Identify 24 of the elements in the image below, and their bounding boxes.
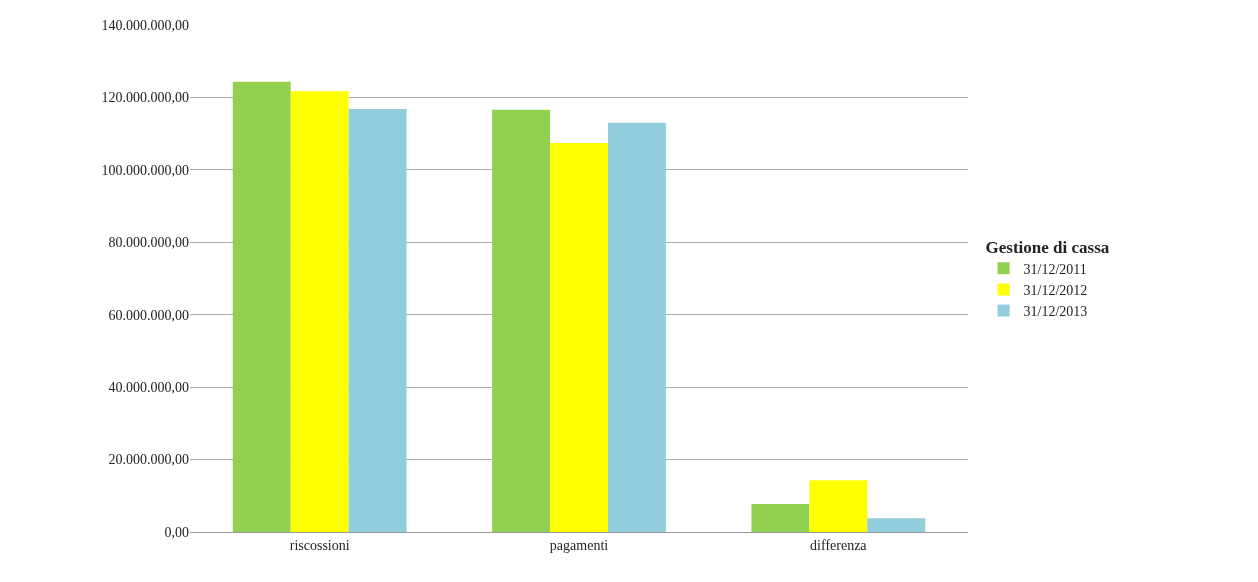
legend-title: Gestione di cassa bbox=[985, 237, 1110, 257]
bar bbox=[550, 143, 608, 532]
legend-label: 31/12/2012 bbox=[1023, 282, 1088, 298]
bar bbox=[607, 122, 666, 532]
x-tick-label: differenza bbox=[810, 537, 868, 553]
bar bbox=[492, 109, 551, 532]
bar bbox=[751, 504, 810, 532]
y-tick-label: 140.000.000,00 bbox=[101, 17, 189, 33]
y-tick-label: 100.000.000,00 bbox=[101, 162, 189, 178]
y-tick-label: 80.000.000,00 bbox=[108, 235, 189, 251]
bar bbox=[348, 109, 407, 532]
y-tick-label: 20.000.000,00 bbox=[108, 452, 189, 468]
y-tick-label: 120.000.000,00 bbox=[101, 90, 189, 106]
x-tick-label: pagamenti bbox=[549, 537, 609, 553]
y-tick-label: 40.000.000,00 bbox=[108, 380, 189, 396]
bar bbox=[867, 518, 926, 532]
bar bbox=[809, 480, 868, 532]
bar bbox=[290, 91, 349, 532]
x-tick-label: riscossioni bbox=[289, 537, 350, 553]
y-tick-label: 60.000.000,00 bbox=[108, 307, 189, 323]
y-tick-label: 0,00 bbox=[164, 524, 189, 540]
bar bbox=[232, 81, 291, 532]
legend-label: 31/12/2011 bbox=[1023, 261, 1087, 277]
legend-label: 31/12/2013 bbox=[1023, 304, 1088, 320]
